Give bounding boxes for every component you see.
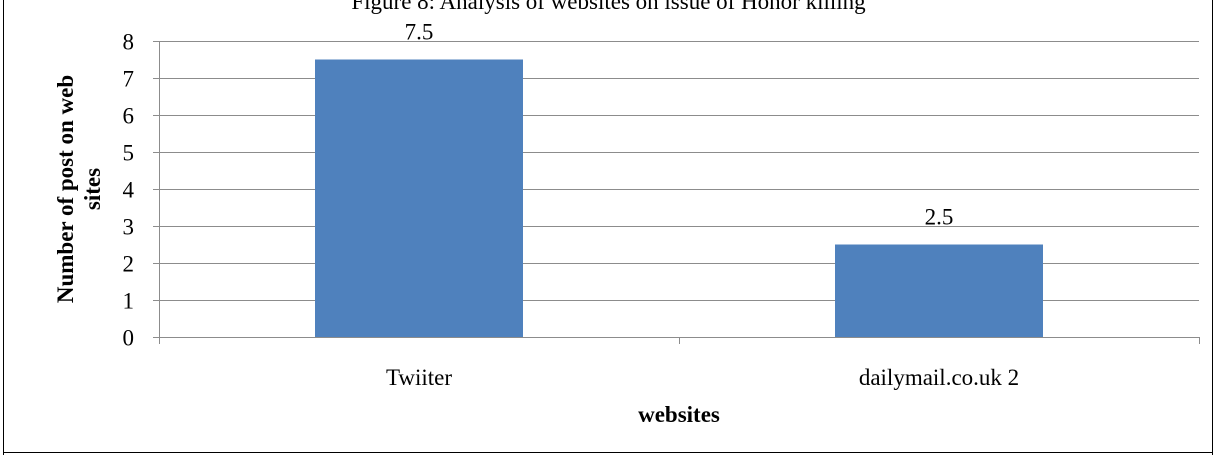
frame-border-right <box>1212 0 1213 455</box>
x-category-label-1: Twiiter <box>386 365 452 390</box>
y-tick-label-8: 8 <box>123 30 135 55</box>
y-axis-title-line-1: Number of post on web <box>53 75 78 303</box>
frame-border-bottom <box>3 452 1213 453</box>
y-tick-label-6: 6 <box>123 104 135 129</box>
x-axis-title: websites <box>638 402 720 427</box>
data-label-2: 2.5 <box>925 205 954 230</box>
y-tick-label-3: 3 <box>123 215 135 240</box>
y-tick-label-2: 2 <box>123 252 135 277</box>
bar-1 <box>315 59 523 337</box>
y-axis-title-line-2: sites <box>80 168 105 210</box>
chart-title: Figure 8: Analysis of websites on issue … <box>351 0 866 14</box>
labels: 0 1 2 3 4 5 6 7 8 7.5 Twiiter 2.5 dailymail.co.uk 2 <box>123 20 1020 391</box>
y-tick-label-5: 5 <box>123 141 135 166</box>
bars <box>315 59 1043 337</box>
y-tick-label-0: 0 <box>123 326 135 351</box>
data-label-1: 7.5 <box>405 20 434 45</box>
y-tick-label-1: 1 <box>123 289 135 314</box>
frame-border-left <box>3 0 4 455</box>
y-axis-title: Number of post on websites <box>53 75 105 303</box>
axes <box>153 41 1200 344</box>
y-tick-label-7: 7 <box>123 67 135 92</box>
x-category-label-2: dailymail.co.uk 2 <box>859 365 1019 390</box>
y-tick-label-4: 4 <box>123 178 135 203</box>
bar-2 <box>835 244 1043 337</box>
